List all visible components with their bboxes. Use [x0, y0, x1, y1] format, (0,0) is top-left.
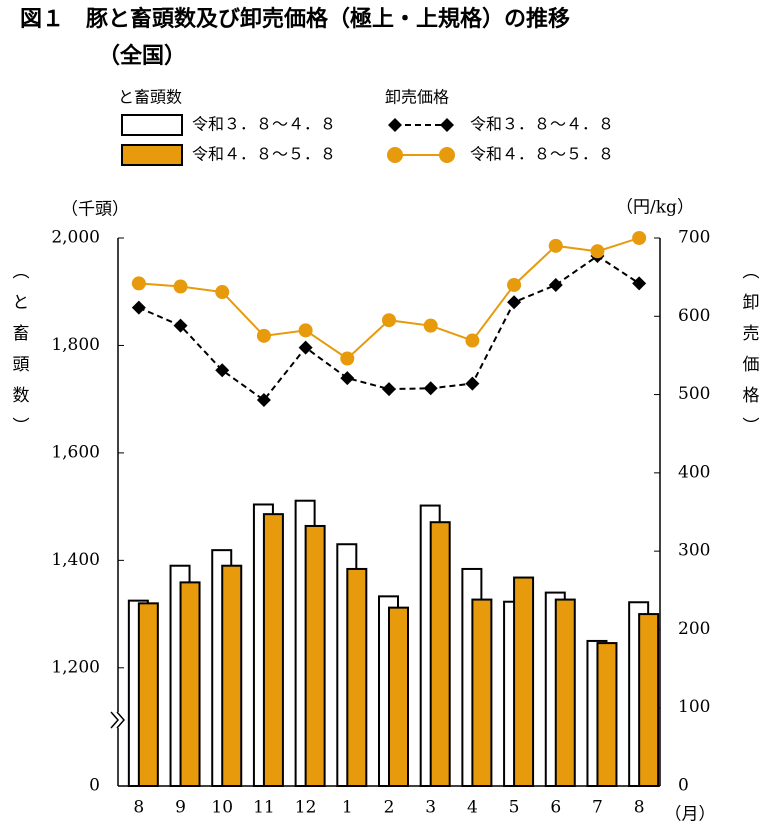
bar	[137, 602, 159, 787]
legend-title: と畜頭数	[118, 88, 182, 107]
bar	[429, 521, 451, 787]
marker	[548, 238, 563, 253]
legend-swatch	[439, 147, 455, 163]
legend-swatch	[387, 147, 403, 163]
x-tick-label: 8	[133, 798, 144, 818]
x-tick-label: 3	[425, 798, 436, 818]
marker	[340, 371, 355, 386]
x-unit: （月）	[665, 805, 716, 825]
bar	[262, 513, 284, 788]
x-tick-label: 8	[634, 798, 645, 818]
bar	[346, 567, 368, 788]
bar	[554, 598, 576, 788]
legend-label: 令和４．８～５．８	[470, 145, 614, 164]
y-tick-label: 2,000	[51, 228, 100, 248]
marker	[131, 276, 146, 291]
legend-label: 令和３．８～４．８	[470, 115, 614, 134]
x-tick-label: 1	[342, 798, 353, 818]
x-tick-label: 4	[467, 798, 478, 818]
y-tick-label: 1,800	[51, 335, 100, 355]
marker	[131, 300, 146, 315]
y-tick-label: 0	[89, 776, 100, 796]
bar	[221, 564, 243, 787]
legend-swatch	[121, 114, 183, 136]
y2-unit: （円/kg）	[616, 198, 694, 218]
bar	[179, 581, 201, 787]
marker	[423, 318, 438, 333]
x-tick-label: 2	[384, 798, 395, 818]
marker	[215, 363, 230, 378]
chart-subtitle: （全国）	[98, 43, 186, 69]
marker	[298, 323, 313, 338]
marker	[256, 328, 271, 343]
y2-tick-label: 500	[678, 384, 710, 404]
y2-tick-label: 100	[678, 697, 710, 717]
y-unit: （千頭）	[61, 200, 129, 220]
bar	[638, 613, 660, 787]
legend-label: 令和４．８～５．８	[192, 145, 336, 164]
y2-tick-label: 400	[678, 462, 710, 482]
marker	[507, 295, 522, 310]
legend-swatch	[440, 118, 454, 132]
marker	[590, 244, 605, 259]
legend-label: 令和３．８～４．８	[192, 115, 336, 134]
bar	[471, 598, 493, 788]
marker	[382, 382, 396, 397]
marker	[382, 313, 396, 328]
axis-break	[110, 711, 125, 729]
x-tick-label: 12	[295, 798, 317, 818]
bar	[304, 524, 326, 787]
x-tick-label: 5	[509, 798, 520, 818]
y2-tick-label: 0	[678, 776, 689, 796]
x-tick-label: 11	[253, 798, 275, 818]
y2-tick-label: 600	[678, 306, 710, 326]
y-tick-label: 1,400	[51, 550, 100, 570]
y2-tick-label: 700	[678, 228, 710, 248]
legend-title: 卸売価格	[385, 88, 449, 107]
marker	[632, 276, 647, 291]
line	[138, 254, 640, 402]
marker	[298, 340, 313, 355]
y-tick-label: 1,200	[51, 657, 100, 677]
marker	[173, 318, 188, 333]
marker	[465, 376, 480, 391]
marker	[632, 231, 647, 245]
legend-swatch	[121, 144, 183, 166]
bar	[513, 576, 535, 787]
marker	[173, 279, 188, 294]
y2-tick-label: 200	[678, 619, 710, 639]
bar	[388, 606, 409, 787]
x-tick-label: 9	[175, 798, 186, 818]
marker	[548, 277, 563, 292]
marker	[340, 351, 355, 366]
marker	[256, 393, 271, 408]
y2-tick-label: 300	[678, 541, 710, 561]
y-tick-label: 1,600	[51, 442, 100, 462]
x-tick-label: 7	[592, 798, 603, 818]
marker	[465, 333, 480, 348]
bar	[596, 642, 618, 788]
line	[138, 237, 640, 360]
y-axis-title: （と畜頭数）	[9, 262, 30, 448]
marker	[507, 277, 522, 292]
marker	[423, 381, 438, 396]
chart-title: 図１ 豚と畜頭数及び卸売価格（極上・上規格）の推移	[20, 6, 570, 32]
x-tick-label: 10	[211, 798, 233, 818]
legend-swatch	[388, 118, 402, 132]
y2-axis-title: （卸売価格）	[739, 262, 760, 448]
marker	[215, 285, 230, 300]
x-tick-label: 6	[550, 798, 561, 818]
